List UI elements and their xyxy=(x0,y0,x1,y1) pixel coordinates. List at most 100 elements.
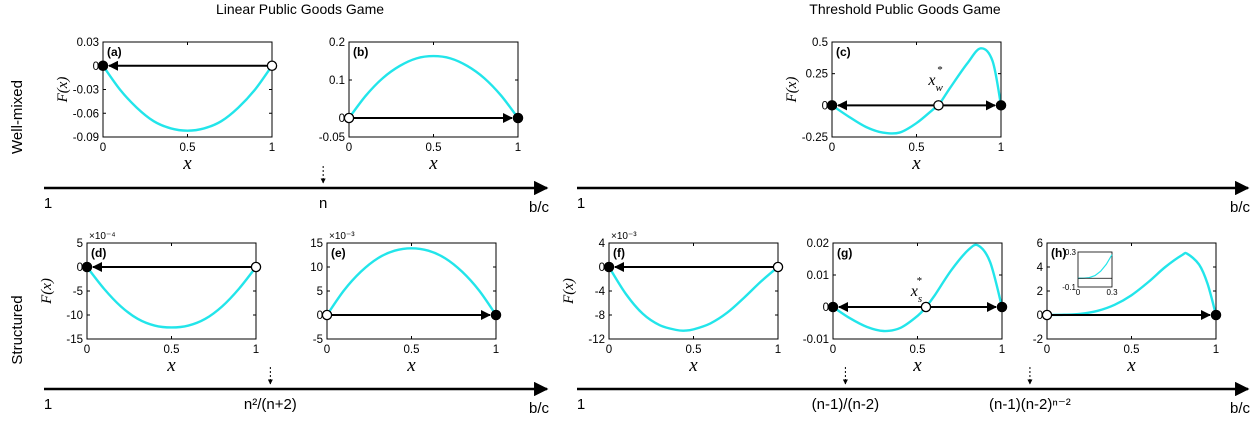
curve-f xyxy=(609,267,778,331)
curve-b xyxy=(349,56,518,118)
y-tick-label: -10 xyxy=(66,310,83,322)
panel-g: 0 0.5 10.020.010-0.01x(g)xs* xyxy=(803,238,1007,376)
y-tick-label: -12 xyxy=(588,334,605,346)
y-tick-label: -5 xyxy=(313,334,323,346)
panel-label: (a) xyxy=(107,45,122,59)
unstable-fixed-point xyxy=(322,310,331,319)
y-tick-label: 4 xyxy=(599,238,606,250)
y-tick-label: -0.06 xyxy=(73,108,99,120)
row-label-well-mixed: Well-mixed xyxy=(9,80,26,154)
unstable-fixed-point xyxy=(1042,310,1051,319)
panel-f: 0 0.5 1 4 0 -4 -8 -12 x F(x) ×10⁻³ (f) xyxy=(561,231,783,376)
timeline-end-label: b/c xyxy=(529,400,550,417)
timeline-t2: 1 b/c xyxy=(577,188,1251,216)
header-linear: Linear Public Goods Game xyxy=(216,1,384,17)
threshold-annotation: xs* xyxy=(910,275,922,305)
y-tick-label: 0.03 xyxy=(77,37,99,49)
timeline-marker-label: (n-1)(n-2)ⁿ⁻² xyxy=(989,396,1071,413)
y-tick-label: 0.25 xyxy=(806,69,828,81)
x-tick-label: 0 xyxy=(324,344,330,356)
x-axis-label: x xyxy=(166,355,176,376)
stable-fixed-point xyxy=(82,262,91,271)
y-tick-label: 0.5 xyxy=(812,37,828,49)
x-tick-label: 1 xyxy=(253,344,259,356)
y-axis-label: F(x) xyxy=(55,77,71,104)
inset-x-tick-label: 0.3 xyxy=(1106,288,1118,297)
y-tick-label: 4 xyxy=(1037,262,1044,274)
x-axis-label: x xyxy=(182,153,192,174)
panel-label: (e) xyxy=(331,246,346,260)
inset-x-tick-label: 0 xyxy=(1076,288,1081,297)
y-tick-label: -5 xyxy=(73,286,83,298)
y-tick-label: -0.09 xyxy=(73,132,99,144)
exponent-label: ×10⁻³ xyxy=(329,231,355,242)
timeline-marker-label: (n-1)/(n-2) xyxy=(812,396,880,413)
row-label-structured: Structured xyxy=(9,295,26,364)
panels: 0 0.5 10.030-0.03-0.06-0.09xF(x)(a)0 0.5 10.… xyxy=(39,37,1221,376)
x-tick-label: 1 xyxy=(493,344,499,356)
timeline-start-label: 1 xyxy=(44,396,52,413)
timeline-end-label: b/c xyxy=(1230,199,1251,216)
stable-fixed-point xyxy=(996,101,1005,110)
timeline-start-label: 1 xyxy=(577,396,585,413)
inset-y-tick-label: -0.1 xyxy=(1062,283,1076,292)
x-tick-label: 1 xyxy=(998,142,1004,154)
x-axis-label: x xyxy=(688,355,698,376)
panel-label: (f) xyxy=(613,246,625,260)
panel-a: 0 0.5 1 0.03 0 -0.03 -0.06 -0.09 x F(x) (a) xyxy=(55,37,277,174)
x-tick-label: 1 xyxy=(269,142,275,154)
y-axis-label: F(x) xyxy=(784,77,800,104)
y-tick-label: -0.01 xyxy=(803,334,829,346)
stable-fixed-point xyxy=(513,113,522,122)
timeline-marker-label: n²/(n+2) xyxy=(244,396,297,413)
inset-frame xyxy=(1078,252,1112,287)
panel-b: 0 0.5 10.20.10-0.05x(b) xyxy=(319,37,523,174)
x-axis-label: x xyxy=(911,153,921,174)
y-tick-label: -0.25 xyxy=(802,132,828,144)
x-tick-label: 1 xyxy=(1213,344,1219,356)
x-tick-label: 0 xyxy=(84,344,90,356)
y-axis-label: F(x) xyxy=(39,278,55,305)
axes-frame xyxy=(103,42,272,137)
stable-fixed-point xyxy=(997,302,1006,311)
timeline-end-label: b/c xyxy=(1230,400,1251,417)
axes-frame xyxy=(87,243,256,339)
exponent-label: ×10⁻⁴ xyxy=(89,231,116,242)
curve-d xyxy=(87,267,256,327)
stable-fixed-point xyxy=(827,101,836,110)
unstable-fixed-point xyxy=(773,262,782,271)
unstable-fixed-point xyxy=(344,113,353,122)
inset-h: 0 0.30.3-0.1 xyxy=(1062,248,1118,297)
y-tick-label: 6 xyxy=(1037,238,1043,250)
panel-d: 0 0.5 1 5 0 -5 -10 -15 x F(x) ×10⁻⁴ (d) xyxy=(39,231,261,376)
x-tick-label: 0 xyxy=(830,344,836,356)
x-tick-label: 1 xyxy=(775,344,781,356)
unstable-fixed-point xyxy=(921,302,930,311)
panel-label: (d) xyxy=(91,246,106,260)
timeline-t1: 1 b/c n xyxy=(44,166,550,216)
x-tick-label: 1 xyxy=(515,142,521,154)
y-tick-label: 2 xyxy=(1037,286,1043,298)
x-tick-label: 1 xyxy=(999,344,1005,356)
x-axis-label: x xyxy=(406,355,416,376)
x-tick-label: 0 xyxy=(100,142,106,154)
y-tick-label: -4 xyxy=(595,286,606,298)
axes-frame xyxy=(327,243,496,339)
x-axis-label: x xyxy=(428,153,438,174)
y-tick-label: 0.2 xyxy=(329,37,345,49)
stable-fixed-point xyxy=(828,302,837,311)
stable-fixed-point xyxy=(604,262,613,271)
panel-label: (c) xyxy=(836,45,851,59)
y-tick-label: 0.1 xyxy=(329,75,345,87)
unstable-fixed-point xyxy=(934,101,943,110)
x-tick-label: 0 xyxy=(606,344,612,356)
y-tick-label: -15 xyxy=(66,334,83,346)
y-tick-label: 0.01 xyxy=(807,270,829,282)
header-threshold: Threshold Public Goods Game xyxy=(809,1,1001,17)
curve-a xyxy=(103,66,272,131)
x-axis-label: x xyxy=(912,355,922,376)
timeline-start-label: 1 xyxy=(577,195,585,212)
unstable-fixed-point xyxy=(251,262,260,271)
